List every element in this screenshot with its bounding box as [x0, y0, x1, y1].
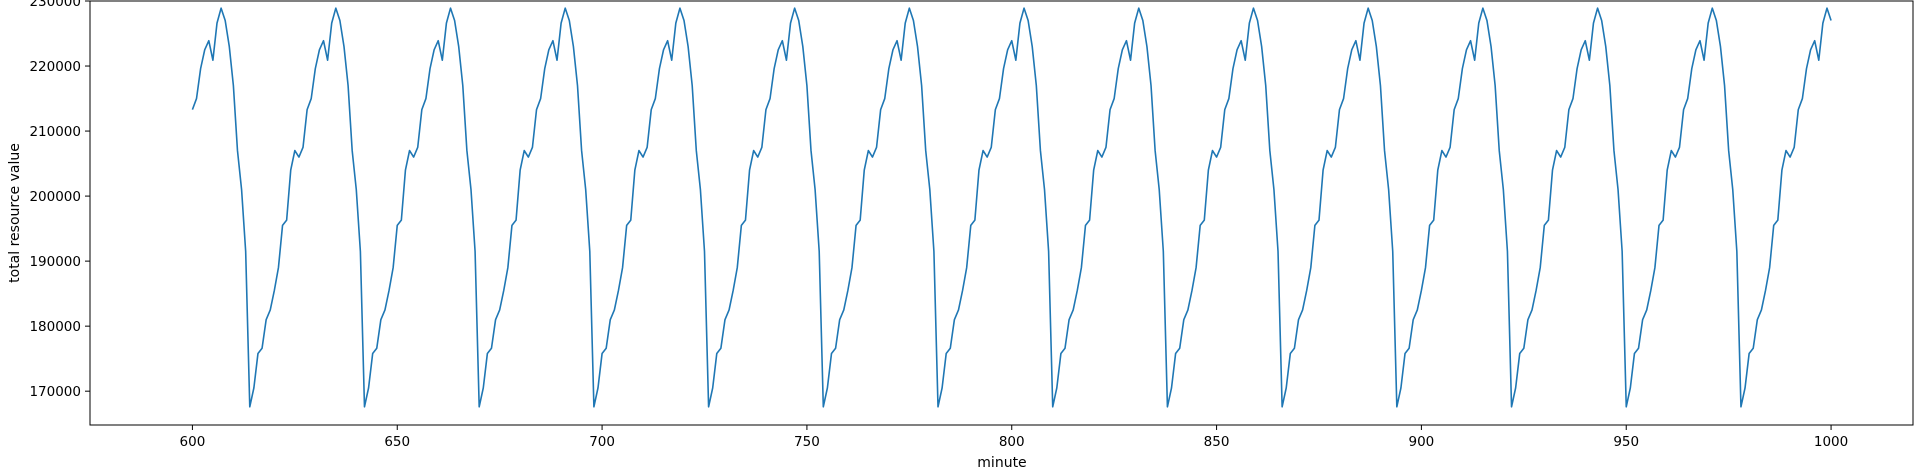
y-tick-label: 200000	[29, 189, 81, 205]
series-line	[191, 7, 1832, 408]
x-tick-label: 750	[794, 434, 820, 450]
y-tick-label: 170000	[29, 384, 81, 400]
y-axis-label: total resource value	[7, 143, 23, 283]
y-tick-label: 230000	[29, 0, 81, 10]
axes-frame	[89, 0, 1914, 426]
x-tick-label: 600	[180, 434, 206, 450]
x-tick-label: 800	[999, 434, 1025, 450]
axes-layer: 600 650 700 750 800 850 900 950 1000 170000 180000…	[29, 0, 1914, 450]
plot-layer	[191, 7, 1832, 408]
x-tick-label: 950	[1613, 434, 1639, 450]
x-tick-label: 650	[384, 434, 410, 450]
y-tick-label: 220000	[29, 59, 81, 75]
x-tick-label: 900	[1409, 434, 1435, 450]
x-axis-label: minute	[977, 455, 1026, 471]
y-tick-label: 180000	[29, 319, 81, 335]
y-tick-label: 190000	[29, 254, 81, 270]
x-tick-label: 850	[1204, 434, 1230, 450]
x-tick-label: 1000	[1814, 434, 1848, 450]
y-tick-label: 210000	[29, 124, 81, 140]
x-tick-label: 700	[589, 434, 615, 450]
